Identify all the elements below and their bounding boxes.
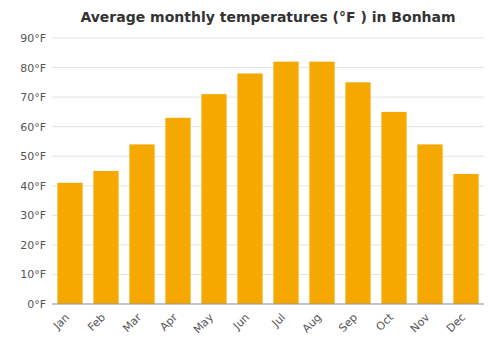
bar	[345, 82, 370, 304]
x-tick-label: Dec	[444, 311, 468, 335]
grid-line	[52, 126, 484, 127]
y-tick-label: 70°F	[20, 91, 46, 104]
y-tick-label: 20°F	[20, 239, 46, 252]
bars	[57, 62, 478, 304]
bar	[93, 171, 118, 304]
chart-container: Average monthly temperatures (°F ) in Bo…	[0, 0, 500, 350]
x-tick-label: Aug	[300, 311, 324, 335]
y-tick-label: 80°F	[20, 62, 46, 75]
x-tick-label: Jul	[269, 311, 288, 330]
y-tick-label: 90°F	[20, 32, 46, 45]
x-tick-label: Jan	[50, 311, 72, 333]
grid-line	[52, 38, 484, 39]
bar	[417, 144, 442, 304]
x-tick-label: Oct	[373, 310, 396, 333]
x-tick-label: Feb	[85, 311, 108, 334]
x-tick-label: Mar	[120, 311, 144, 335]
y-tick-label: 40°F	[20, 180, 46, 193]
x-tick-label: Apr	[157, 311, 180, 334]
x-axis-line	[52, 304, 484, 305]
grid-line	[52, 67, 484, 68]
x-tick-label: Jun	[230, 311, 252, 333]
y-tick-label: 10°F	[20, 268, 46, 281]
bar	[381, 112, 406, 304]
bar	[165, 118, 190, 304]
title: Average monthly temperatures (°F ) in Bo…	[80, 9, 455, 25]
y-tick-label: 30°F	[20, 209, 46, 222]
grid-line	[52, 304, 484, 305]
chart: Average monthly temperatures (°F ) in Bo…	[0, 0, 500, 350]
bar	[309, 62, 334, 304]
y-tick-label: 60°F	[20, 121, 46, 134]
bar	[273, 62, 298, 304]
x-tick-label: Sep	[336, 311, 360, 335]
bar	[129, 144, 154, 304]
x-tick-label: May	[191, 311, 217, 337]
bar	[453, 174, 478, 304]
x-tick-label: Nov	[408, 311, 433, 336]
bar	[237, 73, 262, 304]
y-tick-label: 50°F	[20, 150, 46, 163]
y-tick-label: 0°F	[27, 298, 46, 311]
bar	[201, 94, 226, 304]
grid	[52, 38, 484, 304]
bar	[57, 183, 82, 304]
grid-line	[52, 97, 484, 98]
